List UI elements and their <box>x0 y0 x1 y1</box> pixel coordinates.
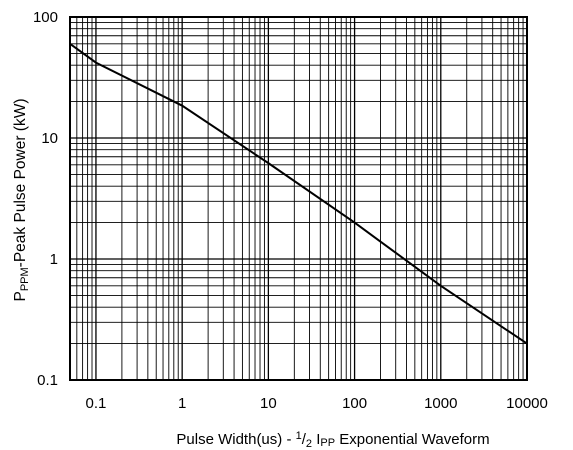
series-lines <box>69 43 528 345</box>
x-axis-label: Pulse Width(us) - 1/2 IPP Exponential Wa… <box>176 430 489 450</box>
y-axis-label: PPPM-Peak Pulse Power (kW) <box>12 98 31 301</box>
y-tick-label: 0.1 <box>37 372 58 389</box>
x-tick-label: 10 <box>260 395 277 412</box>
x-tick-labels: 0.1 1 10 100 1000 10000 <box>86 395 548 412</box>
x-tick-label: 10000 <box>506 395 548 412</box>
plot-frame <box>69 16 528 381</box>
y-tick-label: 1 <box>50 251 58 268</box>
x-tick-label: 1000 <box>424 395 457 412</box>
x-tick-label: 1 <box>178 395 186 412</box>
series-line <box>69 43 528 345</box>
grid-lines <box>70 17 527 380</box>
x-tick-label: 0.1 <box>86 395 107 412</box>
y-tick-label: 10 <box>41 130 58 147</box>
x-tick-label: 100 <box>342 395 367 412</box>
y-tick-label: 100 <box>33 9 58 26</box>
y-tick-labels: 0.1 1 10 100 <box>33 9 58 389</box>
